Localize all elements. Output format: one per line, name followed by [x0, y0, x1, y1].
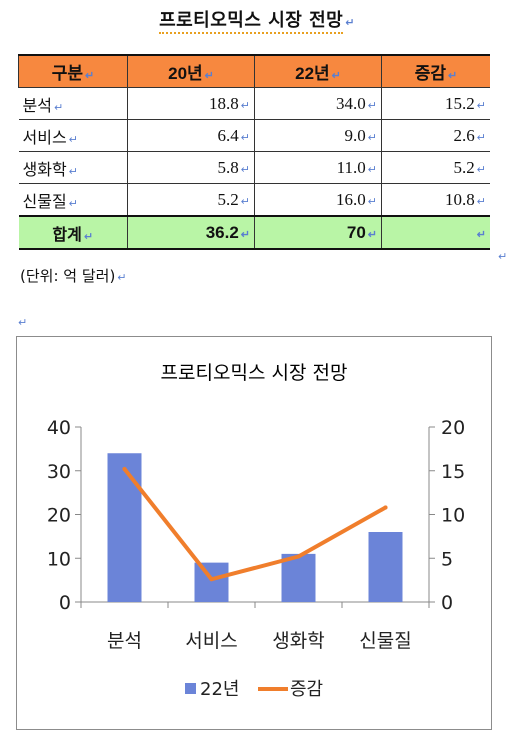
- header-22: 22년 ↵: [254, 54, 382, 88]
- right-tick-label: 5: [441, 548, 453, 570]
- document-title: 프로티오믹스 시장 전망 ↵: [0, 6, 514, 34]
- combo-chart: 프로티오믹스 시장 전망 0 10 20 30 40 0 5 10 15 20 분석 서비스 생화학 신물…: [47, 362, 465, 700]
- table-row: 생화학 ↵ 5.8 ↵ 11.0 ↵ 5.2 ↵: [18, 151, 490, 184]
- paragraph-mark-icon: ↵: [68, 164, 78, 178]
- paragraph-mark-icon: ↵: [18, 316, 28, 329]
- right-tick-label: 0: [441, 592, 453, 614]
- paragraph-mark-icon: ↵: [331, 70, 341, 82]
- paragraph-mark-icon: ↵: [367, 195, 377, 208]
- cell-y22: 9.0 ↵: [254, 119, 382, 152]
- header-20: 20년 ↵: [127, 54, 255, 88]
- paragraph-mark-icon: ↵: [367, 131, 377, 144]
- category-label: 분석: [107, 630, 142, 652]
- total-row: 합계 ↵ 36.2 ↵ 70 ↵ ↵: [18, 215, 490, 250]
- paragraph-mark-icon: ↵: [498, 250, 508, 263]
- cell-y22: 16.0 ↵: [254, 183, 382, 217]
- legend-line-label: 증감: [290, 679, 323, 700]
- cell-y20: 6.4 ↵: [127, 119, 255, 152]
- cell-y20: 5.8 ↵: [127, 151, 255, 184]
- paragraph-mark-icon: ↵: [83, 229, 94, 243]
- total-label: 합계 ↵: [18, 215, 128, 250]
- category-label: 생화학: [272, 630, 324, 652]
- paragraph-mark-icon: ↵: [85, 70, 95, 82]
- legend-bar-swatch: [185, 683, 196, 694]
- bar: [368, 532, 403, 602]
- left-tick-label: 20: [47, 505, 71, 527]
- paragraph-mark-icon: ↵: [476, 131, 486, 144]
- left-tick-label: 10: [47, 548, 71, 570]
- cell-y22: 11.0 ↵: [254, 151, 382, 184]
- right-tick-label: 10: [441, 505, 465, 527]
- market-table: 구분 ↵ 20년 ↵ 22년 ↵ 증감 ↵ 분석 ↵ 18.8 ↵ 34.0 ↵ 15.2 ↵ …: [18, 54, 490, 250]
- line-point: [209, 577, 214, 582]
- diff-line: [122, 467, 388, 582]
- left-tick-label: 0: [59, 592, 71, 614]
- row-label: 생화학 ↵: [18, 151, 128, 184]
- paragraph-mark-icon: ↵: [68, 196, 78, 210]
- table-header-row: 구분 ↵ 20년 ↵ 22년 ↵ 증감 ↵: [18, 54, 490, 88]
- paragraph-mark-icon: ↵: [345, 16, 355, 29]
- table-row: 서비스 ↵ 6.4 ↵ 9.0 ↵ 2.6 ↵: [18, 119, 490, 152]
- paragraph-mark-icon: ↵: [476, 228, 486, 241]
- header-category: 구분 ↵: [18, 54, 128, 88]
- bar: [194, 562, 229, 602]
- line-point: [296, 554, 301, 559]
- paragraph-mark-icon: ↵: [240, 131, 250, 144]
- paragraph-mark-icon: ↵: [117, 271, 127, 284]
- paragraph-mark-icon: ↵: [68, 132, 78, 146]
- right-tick-label: 15: [441, 461, 465, 483]
- category-label: 서비스: [185, 630, 237, 652]
- left-tick-label: 30: [47, 461, 71, 483]
- left-tick-label: 40: [47, 417, 71, 439]
- chart-frame[interactable]: 프로티오믹스 시장 전망 0 10 20 30 40 0 5 10 15 20 분석 서비스 생화학 신물…: [16, 336, 492, 730]
- paragraph-mark-icon: ↵: [476, 99, 486, 112]
- paragraph-mark-icon: ↵: [448, 70, 458, 82]
- cell-diff: 2.6 ↵: [381, 119, 490, 152]
- total-y22: 70 ↵: [254, 215, 382, 250]
- paragraph-mark-icon: ↵: [367, 99, 377, 112]
- paragraph-mark-icon: ↵: [367, 228, 377, 241]
- table-row: 신물질 ↵ 5.2 ↵ 16.0 ↵ 10.8 ↵: [18, 183, 490, 217]
- row-label: 서비스 ↵: [18, 119, 128, 152]
- legend-bar-label: 22년: [200, 679, 239, 700]
- paragraph-mark-icon: ↵: [240, 99, 250, 112]
- paragraph-mark-icon: ↵: [476, 163, 486, 176]
- cell-diff: 10.8 ↵: [381, 183, 490, 217]
- chart-title: 프로티오믹스 시장 전망: [161, 362, 348, 384]
- paragraph-mark-icon: ↵: [204, 70, 214, 82]
- paragraph-mark-icon: ↵: [240, 228, 250, 241]
- document-title-text: 프로티오믹스 시장 전망: [159, 10, 344, 34]
- cell-y20: 18.8 ↵: [127, 87, 255, 120]
- unit-note: (단위: 억 달러) ↵: [20, 267, 127, 285]
- total-y20: 36.2 ↵: [127, 215, 255, 250]
- paragraph-mark-icon: ↵: [476, 195, 486, 208]
- line-point: [122, 467, 127, 471]
- cell-y20: 5.2 ↵: [127, 183, 255, 217]
- paragraph-mark-icon: ↵: [53, 100, 64, 114]
- bar: [281, 553, 316, 602]
- cell-diff: 15.2 ↵: [381, 87, 490, 120]
- cell-diff: 5.2 ↵: [381, 151, 490, 184]
- row-label: 분석 ↵: [18, 87, 128, 120]
- bar: [107, 453, 142, 602]
- cell-y22: 34.0 ↵: [254, 87, 382, 120]
- paragraph-mark-icon: ↵: [240, 195, 250, 208]
- line-point: [383, 505, 388, 510]
- table-row: 분석 ↵ 18.8 ↵ 34.0 ↵ 15.2 ↵: [18, 87, 490, 120]
- category-label: 신물질: [359, 630, 411, 652]
- total-diff: ↵: [381, 215, 490, 250]
- header-diff: 증감 ↵: [381, 54, 490, 88]
- paragraph-mark-icon: ↵: [240, 163, 250, 176]
- row-label: 신물질 ↵: [18, 183, 128, 217]
- paragraph-mark-icon: ↵: [367, 163, 377, 176]
- right-tick-label: 20: [441, 417, 465, 439]
